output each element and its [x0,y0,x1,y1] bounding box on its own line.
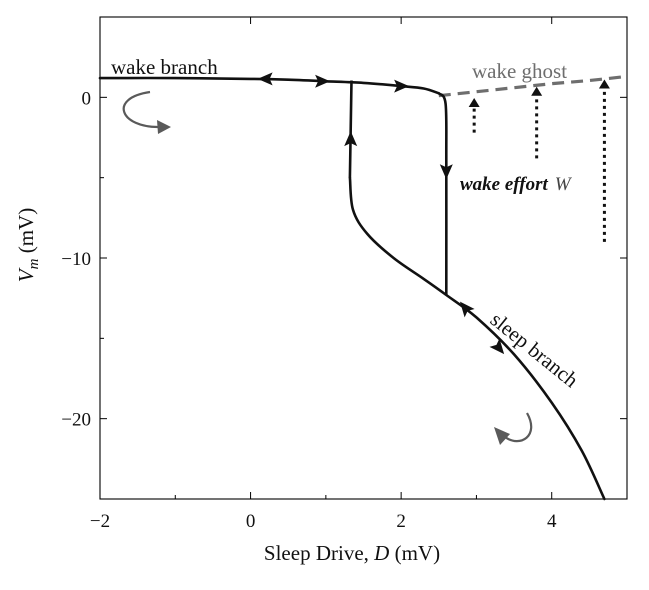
y-tick-label: −20 [61,410,91,431]
y-axis-title-sub: m [26,258,42,269]
x-axis-title: Sleep Drive, D (mV) [264,541,440,565]
x-tick-label: −2 [90,511,110,532]
direction-arrow [489,338,505,355]
direction-arrow [394,79,410,93]
wake-effort-var: W [555,174,573,195]
y-axis-title-var: V [14,267,38,282]
direction-arrow [459,301,475,318]
wake-curl-arrow [122,90,171,134]
x-tick-label: 4 [547,511,557,532]
direction-arrow [439,164,453,180]
wake-effort-label: wake effort W [460,174,573,195]
y-tick-label: −10 [61,249,91,270]
direction-arrow [257,72,273,86]
x-axis-title-unit: (mV) [389,541,440,565]
sleep-curl-arrow [494,412,533,445]
x-tick-label: 0 [246,511,256,532]
cycle-up-leg [348,80,353,178]
series-wake-ghost [438,74,628,98]
wake-effort-arrow-head [531,86,543,96]
wake-effort-arrow-head [598,79,610,89]
direction-arrow [315,74,331,88]
x-axis-title-var: D [373,541,389,565]
wake-effort-text: wake effort [460,174,548,195]
wake-ghost-label: wake ghost [472,59,567,83]
wake-branch-label: wake branch [111,55,218,79]
plot-frame [99,16,628,500]
wake-effort-arrow-head [468,97,480,107]
plot-area [99,16,628,500]
x-axis-title-text: Sleep Drive, [264,541,374,565]
direction-arrow [344,131,358,147]
series-layer [98,74,628,501]
y-tick-label: 0 [82,88,92,109]
x-tick-label: 2 [396,511,406,532]
axis-ticks: −2 0 2 40−10−20 [61,17,627,532]
y-axis-title: Vm (mV) [14,208,42,282]
marks-layer [257,72,610,355]
y-axis-title-unit: (mV) [14,208,38,259]
cycle-down-leg [437,92,448,296]
